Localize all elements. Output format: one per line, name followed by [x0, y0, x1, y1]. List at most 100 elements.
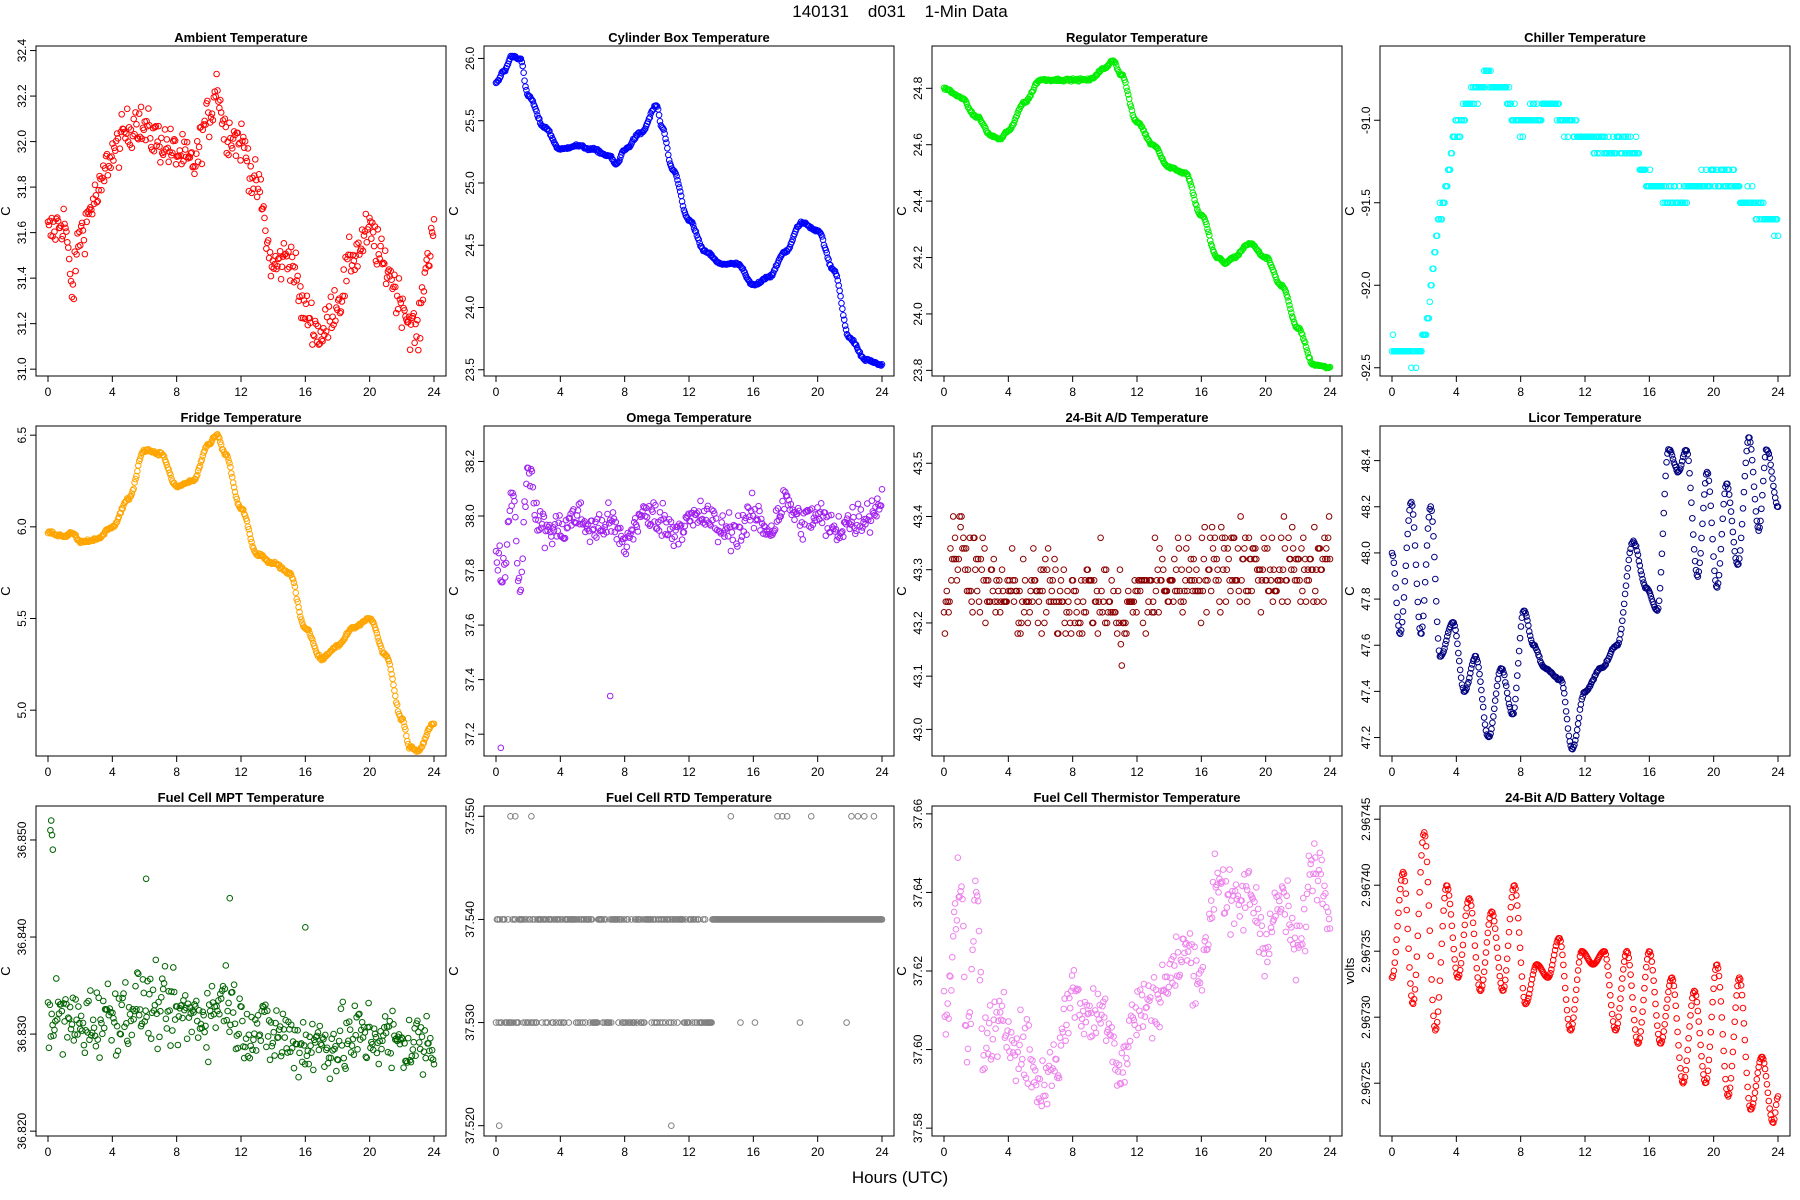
- data-point: [521, 77, 528, 84]
- data-point: [533, 108, 540, 115]
- data-point: [967, 587, 975, 595]
- data-point: [1277, 534, 1285, 542]
- data-point: [965, 1013, 973, 1020]
- data-point: [992, 1025, 999, 1032]
- data-point: [67, 1025, 75, 1033]
- data-point: [1562, 708, 1570, 715]
- data-point: [1766, 454, 1774, 462]
- data-point: [629, 536, 637, 543]
- data-point: [306, 314, 313, 322]
- data-point: [94, 1036, 102, 1043]
- data-point: [1638, 571, 1645, 578]
- data-point: [1560, 684, 1567, 692]
- data-point: [81, 250, 89, 258]
- data-point: [940, 608, 948, 616]
- data-point: [324, 1059, 332, 1067]
- data-point: [1392, 584, 1399, 591]
- data-point: [1116, 1080, 1124, 1087]
- data-point: [1127, 103, 1135, 110]
- data-point: [73, 251, 80, 258]
- data-point: [419, 1071, 427, 1078]
- data-point: [216, 96, 224, 104]
- data-point: [648, 108, 655, 115]
- data-point: [1435, 215, 1443, 223]
- data-point: [47, 817, 55, 824]
- data-point: [655, 111, 663, 119]
- data-points: [940, 57, 1334, 372]
- data-point: [1060, 1005, 1068, 1013]
- data-point: [957, 523, 964, 531]
- data-point: [77, 1012, 85, 1020]
- data-point: [277, 275, 285, 283]
- data-point: [966, 1009, 974, 1016]
- data-point: [1090, 577, 1098, 584]
- data-point: [330, 1030, 337, 1038]
- data-point: [1028, 88, 1035, 96]
- data-point: [1299, 534, 1307, 542]
- x-tick-label: 16: [1643, 765, 1657, 779]
- y-tick-label: 31.6: [15, 221, 29, 245]
- y-tick-label: 37.58: [911, 1113, 925, 1143]
- y-tick-label: 31.4: [15, 266, 29, 290]
- data-point: [155, 122, 162, 130]
- data-point: [582, 522, 590, 530]
- data-point: [224, 453, 231, 461]
- data-point: [996, 608, 1004, 616]
- data-point: [275, 1033, 282, 1041]
- data-point: [270, 1028, 278, 1036]
- data-point: [725, 509, 733, 516]
- data-point: [1293, 577, 1301, 584]
- data-point: [1594, 149, 1601, 157]
- x-tick-label: 0: [45, 765, 52, 779]
- data-point: [526, 916, 534, 923]
- data-point: [1423, 542, 1431, 549]
- data-point: [161, 126, 169, 133]
- data-point: [523, 916, 530, 923]
- data-point: [1186, 177, 1194, 185]
- data-point: [353, 240, 360, 248]
- data-point: [1631, 149, 1639, 157]
- data-point: [515, 574, 523, 582]
- data-point: [157, 1007, 164, 1015]
- data-point: [972, 566, 979, 574]
- data-point: [1453, 632, 1460, 640]
- data-point: [535, 115, 543, 123]
- data-point: [1060, 566, 1068, 574]
- data-point: [671, 533, 679, 541]
- data-point: [1306, 354, 1314, 362]
- data-point: [83, 999, 90, 1007]
- data-point: [110, 1014, 117, 1022]
- data-point: [380, 259, 387, 267]
- data-point: [305, 1060, 313, 1068]
- data-point: [696, 239, 703, 247]
- plot-frame: [483, 45, 895, 377]
- data-point: [392, 283, 399, 291]
- data-point: [1711, 567, 1718, 575]
- data-point: [1452, 626, 1459, 634]
- data-point: [241, 138, 249, 145]
- data-point: [1281, 911, 1289, 918]
- data-point: [52, 975, 60, 982]
- data-point: [652, 501, 659, 509]
- data-point: [119, 505, 126, 513]
- data-point: [530, 499, 538, 507]
- data-point: [311, 317, 319, 325]
- data-point: [1170, 598, 1177, 605]
- data-point: [1074, 986, 1081, 994]
- data-point: [304, 1047, 312, 1055]
- data-point: [1029, 88, 1036, 95]
- data-point: [873, 512, 880, 520]
- data-point: [1319, 900, 1326, 908]
- data-point: [1283, 892, 1291, 900]
- data-point: [572, 519, 580, 527]
- data-point: [1316, 545, 1324, 552]
- data-point: [1193, 566, 1200, 574]
- data-point: [1461, 116, 1469, 124]
- data-point: [231, 1020, 239, 1028]
- data-point: [1414, 598, 1422, 606]
- data-point: [983, 1044, 990, 1052]
- y-tick-label: 43.1: [911, 664, 925, 688]
- data-point: [223, 149, 231, 157]
